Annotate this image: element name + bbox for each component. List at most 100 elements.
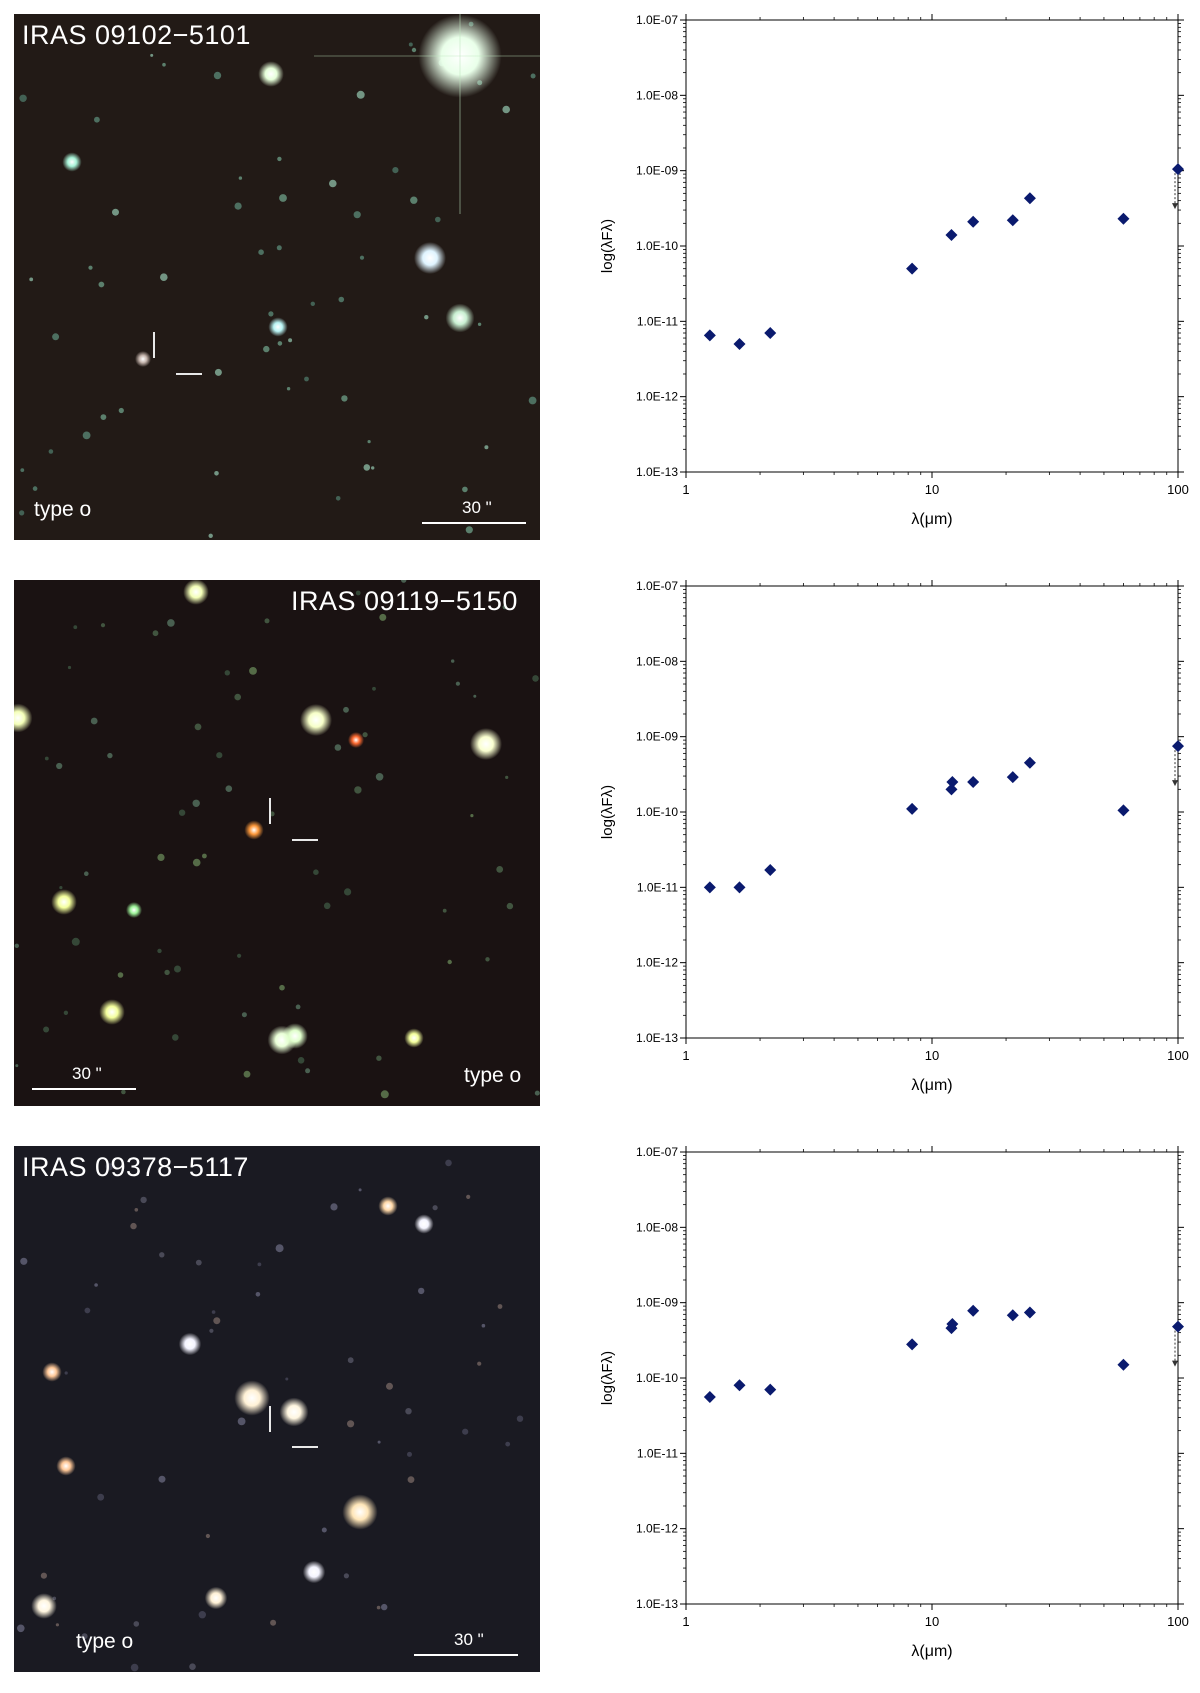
faint-star [321, 1527, 327, 1533]
faint-star [243, 1070, 251, 1078]
faint-star [277, 156, 282, 162]
faint-star [121, 1089, 126, 1095]
x-tick-label: 1 [682, 1048, 689, 1063]
faint-star [534, 1090, 540, 1096]
faint-star [211, 1310, 216, 1314]
faint-star [341, 395, 348, 402]
sed-plot: 1.0E-13 1.0E-12 1.0E-11 1.0E-10 1.0E-09 1.0E-… [580, 0, 1200, 560]
faint-star [56, 762, 63, 770]
bright-star [404, 1028, 424, 1048]
x-tick-label: 10 [925, 482, 939, 497]
faint-star [502, 604, 508, 610]
faint-star [43, 1026, 50, 1033]
faint-star [275, 1244, 284, 1253]
data-point [945, 783, 958, 796]
faint-star [347, 1420, 355, 1428]
y-axis-label: log(λFλ) [599, 785, 616, 839]
faint-star [276, 245, 282, 251]
scale-label: 30 " [462, 498, 492, 517]
faint-star [376, 1055, 382, 1061]
bright-star [342, 1494, 378, 1530]
faint-star [234, 693, 241, 701]
faint-star [310, 301, 315, 306]
bright-star [268, 317, 288, 337]
faint-star [209, 1328, 214, 1333]
data-point [946, 776, 959, 789]
faint-star [528, 396, 537, 405]
faint-star [344, 888, 352, 896]
faint-star [338, 296, 345, 303]
data-point [1006, 1309, 1019, 1322]
faint-star [234, 202, 242, 210]
object-name: IRAS 09378−5117 [22, 1152, 249, 1182]
data-point [946, 1318, 959, 1331]
faint-star [432, 1205, 438, 1211]
faint-star [32, 486, 38, 491]
bright-star [414, 242, 446, 274]
faint-star [255, 1292, 261, 1297]
faint-star [189, 1663, 196, 1670]
faint-star [94, 116, 100, 123]
faint-star [159, 1252, 165, 1258]
faint-star [214, 471, 219, 476]
x-tick-label: 1 [682, 482, 689, 497]
bright-star [414, 1214, 434, 1234]
faint-star [20, 468, 25, 472]
faint-star [355, 590, 361, 596]
faint-star [195, 1259, 202, 1266]
faint-star [516, 1415, 524, 1422]
data-point [1023, 192, 1036, 205]
faint-star [435, 216, 441, 223]
faint-star [40, 1572, 47, 1579]
faint-star [130, 1222, 137, 1230]
faint-star [411, 47, 417, 53]
y-tick-label: 1.0E-08 [636, 1220, 678, 1234]
y-axis-label: log(λFλ) [599, 219, 616, 273]
faint-star [152, 630, 159, 637]
y-tick-label: 1.0E-07 [636, 579, 678, 593]
faint-star [354, 786, 362, 794]
faint-star [377, 1440, 381, 1444]
faint-star [73, 625, 78, 630]
data-point [1172, 163, 1184, 176]
faint-star [356, 90, 365, 99]
faint-star [164, 969, 170, 976]
faint-star [44, 756, 49, 761]
bright-star [244, 820, 264, 840]
x-tick-label: 10 [925, 1048, 939, 1063]
star-field-image: IRAS 09378−5117 type o 30 " [14, 1146, 540, 1672]
star-field-image: IRAS 09119−5150 type o 30 " [14, 580, 540, 1106]
data-point [733, 338, 746, 351]
bright-star [445, 303, 475, 333]
faint-star [263, 345, 270, 353]
y-tick-label: 1.0E-09 [636, 1296, 678, 1310]
y-tick-label: 1.0E-09 [636, 730, 678, 744]
faint-star [330, 1203, 338, 1211]
faint-star [323, 902, 331, 910]
faint-star [167, 619, 175, 627]
panel-iras-09119: IRAS 09119−5150 type o 30 " 1.0E-13 1.0E-… [0, 566, 1200, 1126]
faint-star [105, 1163, 114, 1171]
data-point [1023, 756, 1036, 769]
faint-star [484, 445, 489, 450]
faint-star [473, 694, 477, 698]
x-tick-label: 100 [1167, 1614, 1189, 1629]
scale-bar [422, 522, 526, 524]
sed-plot-svg: 1.0E-13 1.0E-12 1.0E-11 1.0E-10 1.0E-09 1.0E-… [599, 13, 1189, 528]
bright-star [14, 703, 33, 733]
y-tick-label: 1.0E-12 [636, 390, 678, 404]
data-point [945, 228, 958, 241]
faint-star [224, 670, 230, 676]
faint-star [237, 953, 242, 958]
faint-star [334, 744, 342, 751]
bright-star [31, 1593, 57, 1619]
faint-star [258, 249, 264, 255]
faint-star [442, 908, 447, 913]
data-point [733, 881, 746, 894]
x-tick-label: 100 [1167, 482, 1189, 497]
faint-star [485, 957, 490, 962]
faint-star [380, 1090, 389, 1099]
data-point [703, 329, 716, 342]
faint-star [477, 322, 482, 326]
faint-star [14, 943, 19, 948]
